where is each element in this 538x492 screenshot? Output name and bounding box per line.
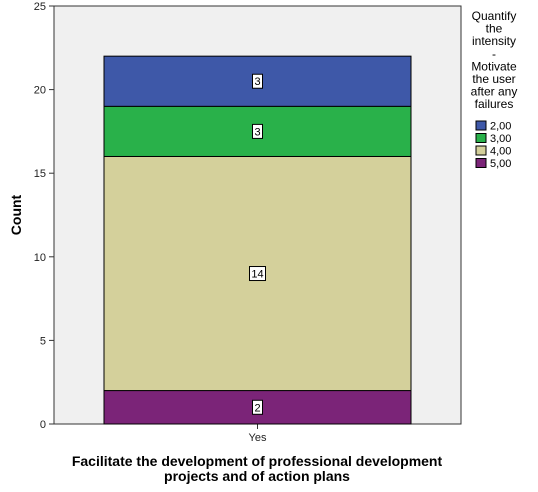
y-axis: 0 5 10 15 20 25 <box>34 1 54 431</box>
data-label: 3 <box>254 126 260 138</box>
legend-title-line: - <box>492 47 496 61</box>
legend-title-line: intensity <box>472 34 516 48</box>
legend-swatch <box>475 120 487 131</box>
y-tick-label: 15 <box>34 168 46 180</box>
data-label: 2 <box>254 402 260 414</box>
x-tick-label: Yes <box>249 432 267 444</box>
data-label-box <box>252 123 263 139</box>
legend-title-line: after any <box>471 85 518 99</box>
legend-label: 4,00 <box>490 146 511 158</box>
legend-title-line: failures <box>475 97 514 111</box>
y-tick-label: 10 <box>34 252 46 264</box>
y-tick-label: 0 <box>40 419 46 431</box>
data-label-box <box>252 73 263 89</box>
data-label: 3 <box>254 76 260 88</box>
x-axis-title-line: Facilitate the development of profession… <box>72 453 443 469</box>
legend-swatch <box>475 158 487 168</box>
legend-label: 3,00 <box>490 133 511 145</box>
data-label-box <box>252 399 263 415</box>
legend-swatch <box>475 133 487 143</box>
y-axis-title: Count <box>8 194 24 235</box>
legend-swatch <box>475 145 487 156</box>
data-labels: 2 14 3 3 <box>249 73 266 415</box>
x-axis: Yes <box>249 424 267 444</box>
legend-label: 5,00 <box>490 158 511 170</box>
legend-title-line: the user <box>472 72 515 86</box>
legend-title-line: the <box>486 22 503 36</box>
y-tick-label: 5 <box>40 335 46 347</box>
legend-label: 2,00 <box>490 121 511 133</box>
bar-segments <box>103 55 412 425</box>
data-label: 14 <box>251 269 263 281</box>
y-tick-label: 20 <box>34 85 46 97</box>
x-axis-title-line: projects and of action plans <box>164 468 350 484</box>
x-axis-title: Facilitate the development of profession… <box>72 453 443 484</box>
legend-title-line: Motivate <box>471 59 517 73</box>
legend-title-line: Quantify <box>472 9 517 23</box>
y-tick-label: 25 <box>34 1 46 13</box>
data-label-box <box>249 266 266 282</box>
